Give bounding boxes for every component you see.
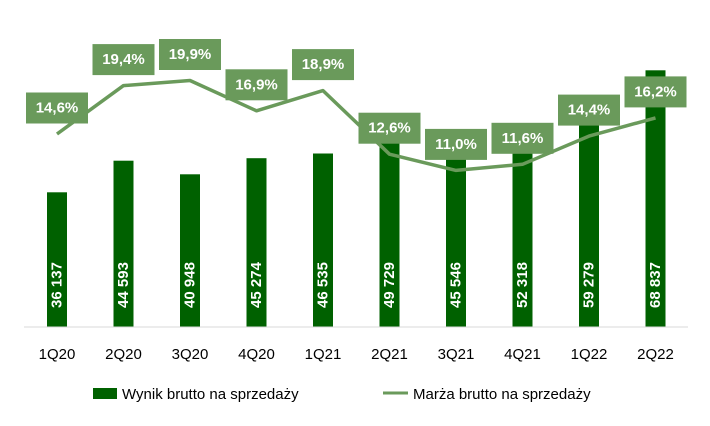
pct-label-box (558, 94, 620, 126)
category-label: 4Q20 (238, 346, 275, 363)
bar-value-label: 45 274 (248, 261, 265, 308)
pct-label-box (292, 49, 354, 81)
bar-value-label: 36 137 (49, 262, 66, 308)
category-label: 4Q21 (504, 346, 541, 363)
bar-value-label: 59 279 (581, 262, 598, 308)
pct-label: 19,9% (169, 46, 212, 63)
category-label: 1Q22 (571, 346, 608, 363)
pct-label: 16,9% (235, 76, 278, 93)
bar-1Q22 (579, 106, 599, 327)
pct-label: 14,6% (36, 100, 79, 117)
bar-value-label: 49 729 (381, 262, 398, 308)
category-label: 2Q22 (637, 346, 674, 363)
pct-label-box (491, 122, 554, 154)
bar-2Q21 (379, 141, 400, 327)
pct-label-box (624, 76, 687, 108)
bar-value-label: 40 948 (182, 262, 199, 308)
pct-label: 12,6% (368, 120, 411, 137)
pct-label-box (358, 112, 421, 144)
category-label: 3Q21 (438, 346, 475, 363)
category-label: 1Q20 (39, 346, 76, 363)
bar-3Q20 (180, 174, 200, 327)
margin-line (55, 78, 656, 173)
pct-label-box (159, 39, 221, 70)
bar-value-label: 44 593 (115, 262, 132, 308)
bar-1Q20 (47, 192, 67, 327)
pct-label: 16,2% (634, 83, 677, 100)
bar-4Q20 (246, 158, 267, 327)
pct-label: 11,6% (502, 130, 544, 147)
bar-value-label: 46 535 (315, 262, 332, 308)
category-label: 2Q20 (105, 346, 142, 363)
bar-value-label: 45 546 (448, 262, 465, 308)
category-labels: 1Q20 2Q20 3Q20 4Q20 1Q21 2Q21 3Q21 4Q21 1Q22 2Q22 (39, 346, 674, 363)
legend-label-line: Marża brutto na sprzedaży (413, 386, 591, 403)
pct-label: 18,9% (302, 56, 345, 73)
pct-label-box (92, 44, 155, 76)
bar-value-label: 52 318 (514, 262, 531, 308)
bar-value-label: 68 837 (647, 262, 664, 308)
legend: Wynik brutto na sprzedaży Marża brutto n… (93, 386, 591, 403)
bar-series: 36 137 44 593 40 948 45 274 46 535 49 729 45 5… (47, 70, 666, 328)
legend-swatch-bar (93, 388, 117, 399)
category-label: 3Q20 (172, 346, 209, 363)
pct-label: 14,4% (568, 102, 611, 119)
pct-label: 11,0% (435, 136, 477, 153)
legend-label-bar: Wynik brutto na sprzedaży (122, 386, 299, 403)
bar-2Q20 (113, 160, 134, 327)
line-series (55, 78, 656, 173)
line-data-labels: 14,6% 19,4% 19,9% 16,9% 18,9% 12,6% 11,0% 11,6%… (26, 39, 687, 160)
pct-label-box (26, 92, 88, 124)
pct-label-box (425, 128, 487, 160)
bar-2Q22 (645, 70, 666, 328)
bar-3Q21 (446, 157, 466, 327)
pct-label-box (225, 69, 288, 101)
bar-4Q21 (512, 131, 533, 327)
bar-1Q21 (313, 153, 333, 327)
category-label: 1Q21 (305, 346, 342, 363)
pct-label: 19,4% (102, 51, 145, 68)
category-label: 2Q21 (371, 346, 408, 363)
